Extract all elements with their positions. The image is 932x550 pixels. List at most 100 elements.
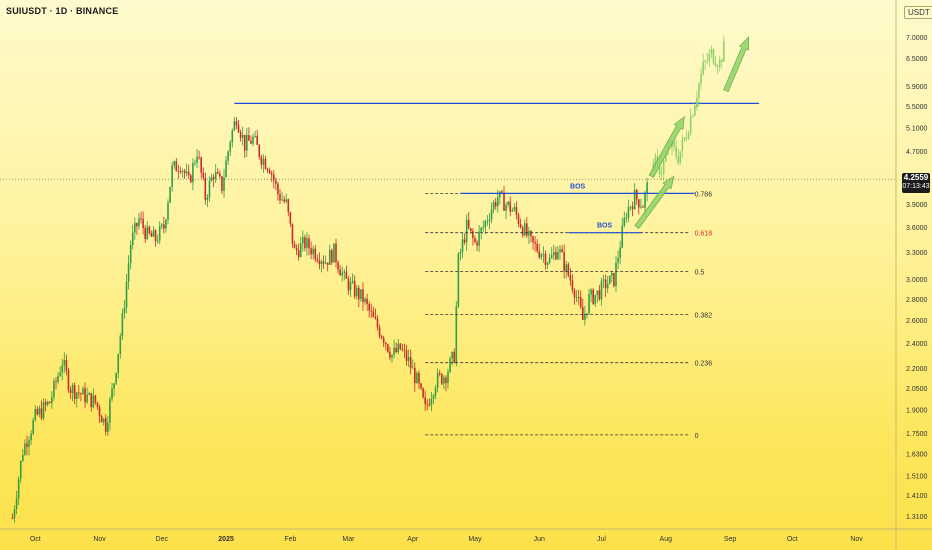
candle-body — [171, 165, 173, 187]
y-tick-label: 1.5100 — [906, 473, 928, 480]
candle-body — [382, 338, 385, 343]
candle-body — [536, 243, 538, 252]
candle-body — [343, 271, 346, 273]
candle-body — [125, 281, 128, 308]
candle-body — [185, 171, 188, 174]
candle-body — [202, 172, 205, 178]
candle-body — [229, 142, 232, 152]
y-tick-label: 3.6000 — [906, 225, 928, 232]
candle-body — [615, 262, 617, 287]
candle-body — [40, 408, 43, 419]
candle-body — [210, 177, 213, 181]
candle-body — [555, 251, 557, 260]
candle-body — [608, 275, 611, 285]
candle-body — [532, 236, 534, 243]
candle-body — [694, 106, 696, 116]
candle-body — [422, 388, 424, 398]
candle-body — [420, 383, 422, 389]
candle-body — [328, 250, 331, 265]
projection-arrow — [634, 175, 675, 229]
candle-body — [154, 230, 157, 242]
candle-body — [341, 272, 344, 276]
candle-body — [322, 261, 325, 264]
candle-body — [411, 367, 414, 369]
candle-body — [57, 375, 59, 382]
candle-body — [272, 174, 275, 181]
fib-level-label: 0 — [695, 433, 699, 440]
candle-body — [613, 272, 615, 287]
candle-body — [577, 297, 580, 298]
candle-body — [720, 59, 723, 62]
candle-body — [499, 191, 501, 198]
candle-body — [335, 243, 337, 263]
candle-body — [710, 49, 713, 54]
candle-body — [403, 349, 406, 351]
candle-body — [443, 377, 445, 384]
candle-body — [235, 121, 238, 126]
candle-body — [204, 177, 207, 200]
candle-body — [117, 353, 120, 374]
candle-body — [621, 225, 624, 248]
candle-body — [465, 219, 468, 243]
candle-body — [397, 343, 400, 353]
candle-body — [260, 156, 263, 165]
candle-body — [675, 146, 677, 157]
candle-body — [704, 61, 706, 63]
x-tick-label: Oct — [30, 536, 41, 543]
candle-body — [306, 238, 308, 249]
candle-body — [606, 284, 609, 289]
candle-body — [88, 393, 90, 395]
candle-body — [26, 443, 28, 447]
candle-body — [293, 243, 296, 249]
candle-body — [548, 258, 551, 263]
candle-body — [254, 135, 256, 137]
candle-body — [358, 287, 360, 300]
candle-body — [252, 136, 254, 144]
candle-body — [333, 243, 335, 263]
candle-body — [194, 162, 196, 164]
candle-body — [633, 190, 636, 210]
candle-body — [389, 351, 391, 358]
candle-body — [393, 347, 395, 355]
candle-body — [86, 394, 88, 403]
candle-body — [169, 186, 171, 203]
candle-body — [266, 168, 269, 171]
candle-body — [304, 237, 306, 249]
candle-body — [430, 398, 433, 406]
candle-body — [368, 303, 370, 311]
candle-body — [310, 248, 312, 255]
candle-body — [360, 289, 362, 300]
currency-button[interactable]: USDT — [904, 6, 932, 19]
candle-body — [227, 151, 229, 161]
candle-body — [90, 393, 93, 408]
candle-body — [287, 199, 290, 213]
candle-body — [706, 61, 709, 62]
candle-body — [198, 156, 200, 158]
candle-body — [163, 224, 165, 229]
candle-body — [270, 173, 273, 175]
candle-body — [598, 290, 601, 300]
y-tick-label: 5.1000 — [906, 126, 928, 133]
candle-body — [281, 199, 283, 201]
candle-body — [718, 59, 721, 68]
candle-body — [559, 249, 561, 252]
candle-body — [19, 460, 22, 479]
candle-body — [546, 262, 549, 265]
candle-body — [241, 134, 244, 138]
candle-body — [256, 135, 258, 145]
candle-body — [716, 66, 719, 68]
candle-body — [291, 223, 294, 244]
candle-body — [505, 204, 507, 211]
candle-body — [150, 233, 153, 237]
candle-body — [140, 218, 142, 220]
candle-body — [453, 351, 456, 363]
candle-body — [308, 238, 310, 249]
bos-label: BOS — [570, 183, 586, 190]
candle-body — [285, 199, 288, 202]
y-tick-label: 3.3000 — [906, 250, 928, 257]
y-tick-label: 2.8000 — [906, 297, 928, 304]
candle-body — [434, 387, 437, 396]
candle-body — [134, 223, 136, 233]
candle-body — [696, 97, 698, 107]
